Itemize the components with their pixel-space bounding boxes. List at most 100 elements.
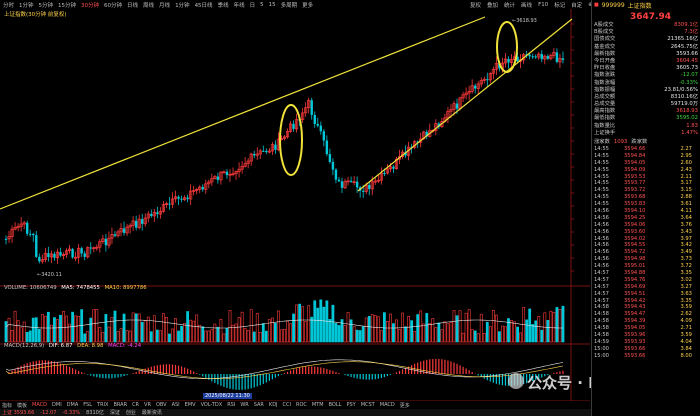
volume-bar: [473, 330, 477, 343]
trade-tick-volume: 3.35: [680, 297, 692, 304]
indicator-tab[interactable]: 模板: [17, 402, 28, 409]
volume-bar: [16, 320, 20, 343]
indicator-tab[interactable]: BOLL: [328, 402, 342, 408]
volume-bar: [395, 319, 398, 343]
indicator-tab[interactable]: KDJ: [268, 402, 278, 408]
indicator-tab[interactable]: VOL-TDX: [200, 402, 223, 408]
candle-body: [150, 213, 153, 216]
indicator-tab[interactable]: SAR: [253, 402, 264, 408]
indicator-tab[interactable]: 更多: [399, 402, 410, 409]
volume-bar: [425, 313, 429, 343]
volume-bar: [346, 312, 350, 343]
volume-bar: [140, 321, 144, 343]
period-tab[interactable]: 15: [268, 1, 276, 8]
indicator-tab[interactable]: DMI: [52, 402, 62, 408]
indicator-tab[interactable]: ROC: [296, 402, 307, 408]
chart-tool-button[interactable]: 画线: [521, 2, 533, 9]
trade-tick-time: 14:55: [594, 146, 609, 152]
volume-bar: [234, 323, 238, 343]
indicator-tab[interactable]: MACD: [32, 402, 48, 408]
period-tab[interactable]: 周线: [143, 2, 155, 9]
candle-body: [452, 103, 456, 110]
trade-tick-time: 14:55: [594, 166, 609, 173]
volume-bar: [137, 313, 141, 343]
indicator-tab[interactable]: ASI: [171, 402, 180, 408]
trade-tick-row: 14:56 3594.10 4.11: [592, 208, 700, 215]
chart-tool-button[interactable]: 叠加: [487, 2, 499, 9]
indicator-tab[interactable]: MTM: [311, 402, 324, 408]
indicator-tab[interactable]: OBV: [155, 402, 167, 408]
indicator-tab[interactable]: CR: [132, 402, 140, 408]
candle-body: [7, 236, 11, 240]
candle-body: [561, 58, 565, 60]
trade-tick-volume: 3.61: [680, 201, 692, 208]
volume-bar: [104, 314, 108, 343]
candle-body: [455, 103, 459, 109]
candle-body: [394, 158, 399, 170]
chart-tool-button[interactable]: 复权: [470, 2, 482, 9]
volume-bar: [504, 326, 507, 343]
volume-bar: [531, 324, 535, 343]
indicator-tab[interactable]: MACD: [379, 402, 395, 408]
trade-tick-row: 14:56 3594.55 3.42: [592, 242, 700, 249]
period-tab[interactable]: 45日线: [194, 2, 213, 9]
volume-bar: [416, 314, 420, 343]
volume-bar: [213, 323, 217, 343]
indicator-tab[interactable]: DMA: [66, 402, 79, 408]
trade-ticks-list[interactable]: 14:55 3594.66 2.27 14:55 3594.84 2.95 14:55 359…: [592, 146, 700, 360]
volume-bar: [243, 328, 247, 343]
period-tab[interactable]: 日线: [127, 2, 139, 9]
flag-icon: ■: [594, 2, 599, 8]
period-tab[interactable]: 月线: [159, 2, 171, 9]
chart-tool-button[interactable]: ⊕: [588, 2, 593, 8]
trade-tick-price: 3594.69: [624, 283, 646, 290]
indicator-tab[interactable]: EMV: [184, 402, 196, 408]
candle-body: [267, 150, 271, 153]
indicator-tab[interactable]: PSY: [346, 402, 356, 408]
indicator-tab[interactable]: 指标: [2, 402, 13, 409]
volume-bar: [59, 314, 62, 343]
chart-tool-button[interactable]: 自定: [571, 2, 583, 9]
period-tab[interactable]: 5分钟: [38, 2, 54, 9]
indicator-tab[interactable]: CCI: [282, 402, 291, 408]
chart-tool-button[interactable]: 统计: [504, 2, 516, 9]
trade-tick-time: 14:59: [594, 338, 609, 345]
candle-body: [265, 150, 268, 153]
period-tab[interactable]: 30分钟: [81, 2, 100, 9]
period-tab[interactable]: 1分钟: [175, 2, 190, 9]
candle-body: [425, 131, 428, 137]
candle-body: [173, 196, 178, 200]
indicator-tab[interactable]: VR: [144, 402, 151, 408]
trend-line-lower: [357, 18, 573, 192]
candle-body: [361, 190, 365, 192]
indicator-tab[interactable]: FSL: [83, 402, 93, 408]
volume-bar: [340, 319, 344, 343]
volume-bar: [310, 316, 314, 343]
period-tab[interactable]: 年线: [233, 2, 245, 9]
indicator-tab[interactable]: RSI: [227, 402, 236, 408]
period-tab[interactable]: 15分钟: [58, 2, 77, 9]
indicator-tab[interactable]: MCST: [360, 402, 375, 408]
period-tab[interactable]: 分时: [3, 2, 15, 9]
chart-tool-button[interactable]: F10: [538, 1, 549, 8]
period-tab[interactable]: 更多: [302, 2, 314, 9]
quote-label: 基金成交: [594, 43, 616, 50]
quote-label: 最新指数: [594, 50, 616, 57]
indicator-tab[interactable]: TRIX: [97, 402, 109, 408]
status-item: 深证: [109, 410, 120, 416]
period-tab[interactable]: 多周期: [280, 2, 298, 9]
volume-bar: [452, 310, 456, 343]
volume-bar: [261, 323, 265, 343]
period-tab[interactable]: 1分钟: [19, 2, 34, 9]
quote-value: -12.07: [680, 72, 698, 79]
period-tab[interactable]: 5: [260, 1, 264, 8]
period-tab[interactable]: 季线: [217, 2, 229, 9]
period-tab[interactable]: 60分钟: [104, 2, 123, 9]
chart-tool-button[interactable]: 标记: [554, 2, 566, 9]
candlestick-chart[interactable]: ←3618.93 ←3420.11: [0, 9, 590, 401]
period-tab[interactable]: 日: [249, 2, 256, 9]
candle-body: [29, 233, 32, 235]
indicator-tab[interactable]: WR: [240, 402, 249, 408]
volume-bar: [252, 331, 256, 343]
indicator-tab[interactable]: BRAR: [113, 402, 128, 408]
